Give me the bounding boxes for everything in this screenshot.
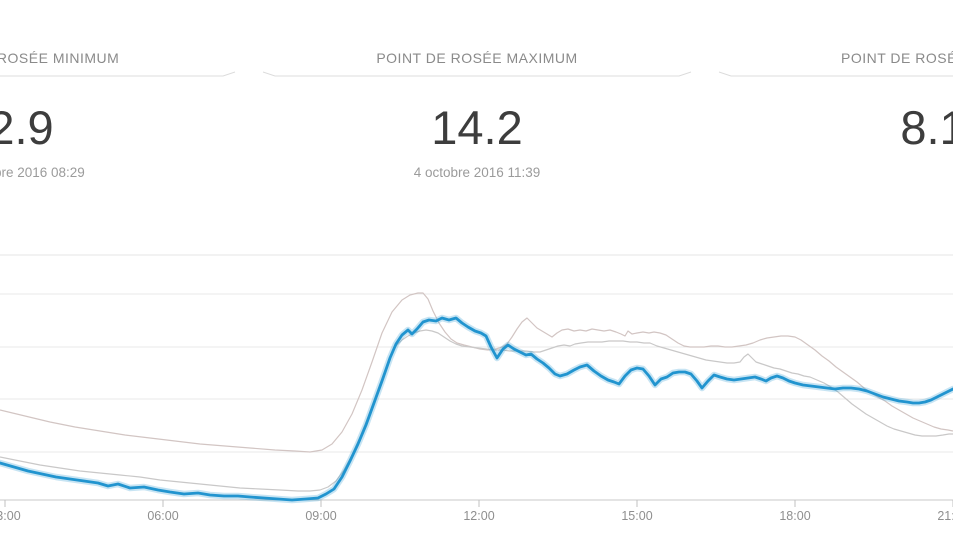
stat-card-minimum: POINT DE ROSÉE MINIMUM 2.9 4 octobre 201… bbox=[0, 51, 231, 181]
stat-value: 2.9 bbox=[0, 101, 54, 154]
stat-timestamp: 4 octobre 2016 11:39 bbox=[413, 165, 541, 180]
stat-title: POINT DE ROSÉE MINIMUM bbox=[0, 50, 120, 66]
stat-card-mean: POINT DE ROSÉE MOYEN 8.1 bbox=[723, 51, 953, 181]
stat-value: 14.2 bbox=[431, 101, 523, 154]
x-axis-label: 18:00 bbox=[779, 509, 811, 523]
series-rose bbox=[0, 292, 953, 453]
x-axis-label: 21:00 bbox=[937, 509, 953, 523]
x-axis-label: 09:00 bbox=[305, 509, 337, 523]
x-axis-label: 06:00 bbox=[147, 509, 179, 523]
stat-title: POINT DE ROSÉE MAXIMUM bbox=[376, 50, 578, 66]
stat-timestamp bbox=[723, 165, 953, 181]
series-blue bbox=[0, 316, 953, 502]
x-axis-label: 15:00 bbox=[621, 509, 653, 523]
stat-card-maximum: POINT DE ROSÉE MAXIMUM 14.2 4 octobre 20… bbox=[267, 51, 687, 181]
x-axis-label: 12:00 bbox=[463, 509, 495, 523]
header-divider bbox=[0, 71, 953, 77]
stats-header: POINT DE ROSÉE MINIMUM 2.9 4 octobre 201… bbox=[0, 0, 953, 200]
stat-title: POINT DE ROSÉE MOYEN bbox=[841, 50, 953, 66]
stat-value: 8.1 bbox=[900, 101, 953, 154]
series-gray bbox=[0, 329, 953, 492]
stat-timestamp: 4 octobre 2016 08:29 bbox=[0, 165, 85, 180]
x-axis-label: 03:00 bbox=[0, 509, 21, 523]
